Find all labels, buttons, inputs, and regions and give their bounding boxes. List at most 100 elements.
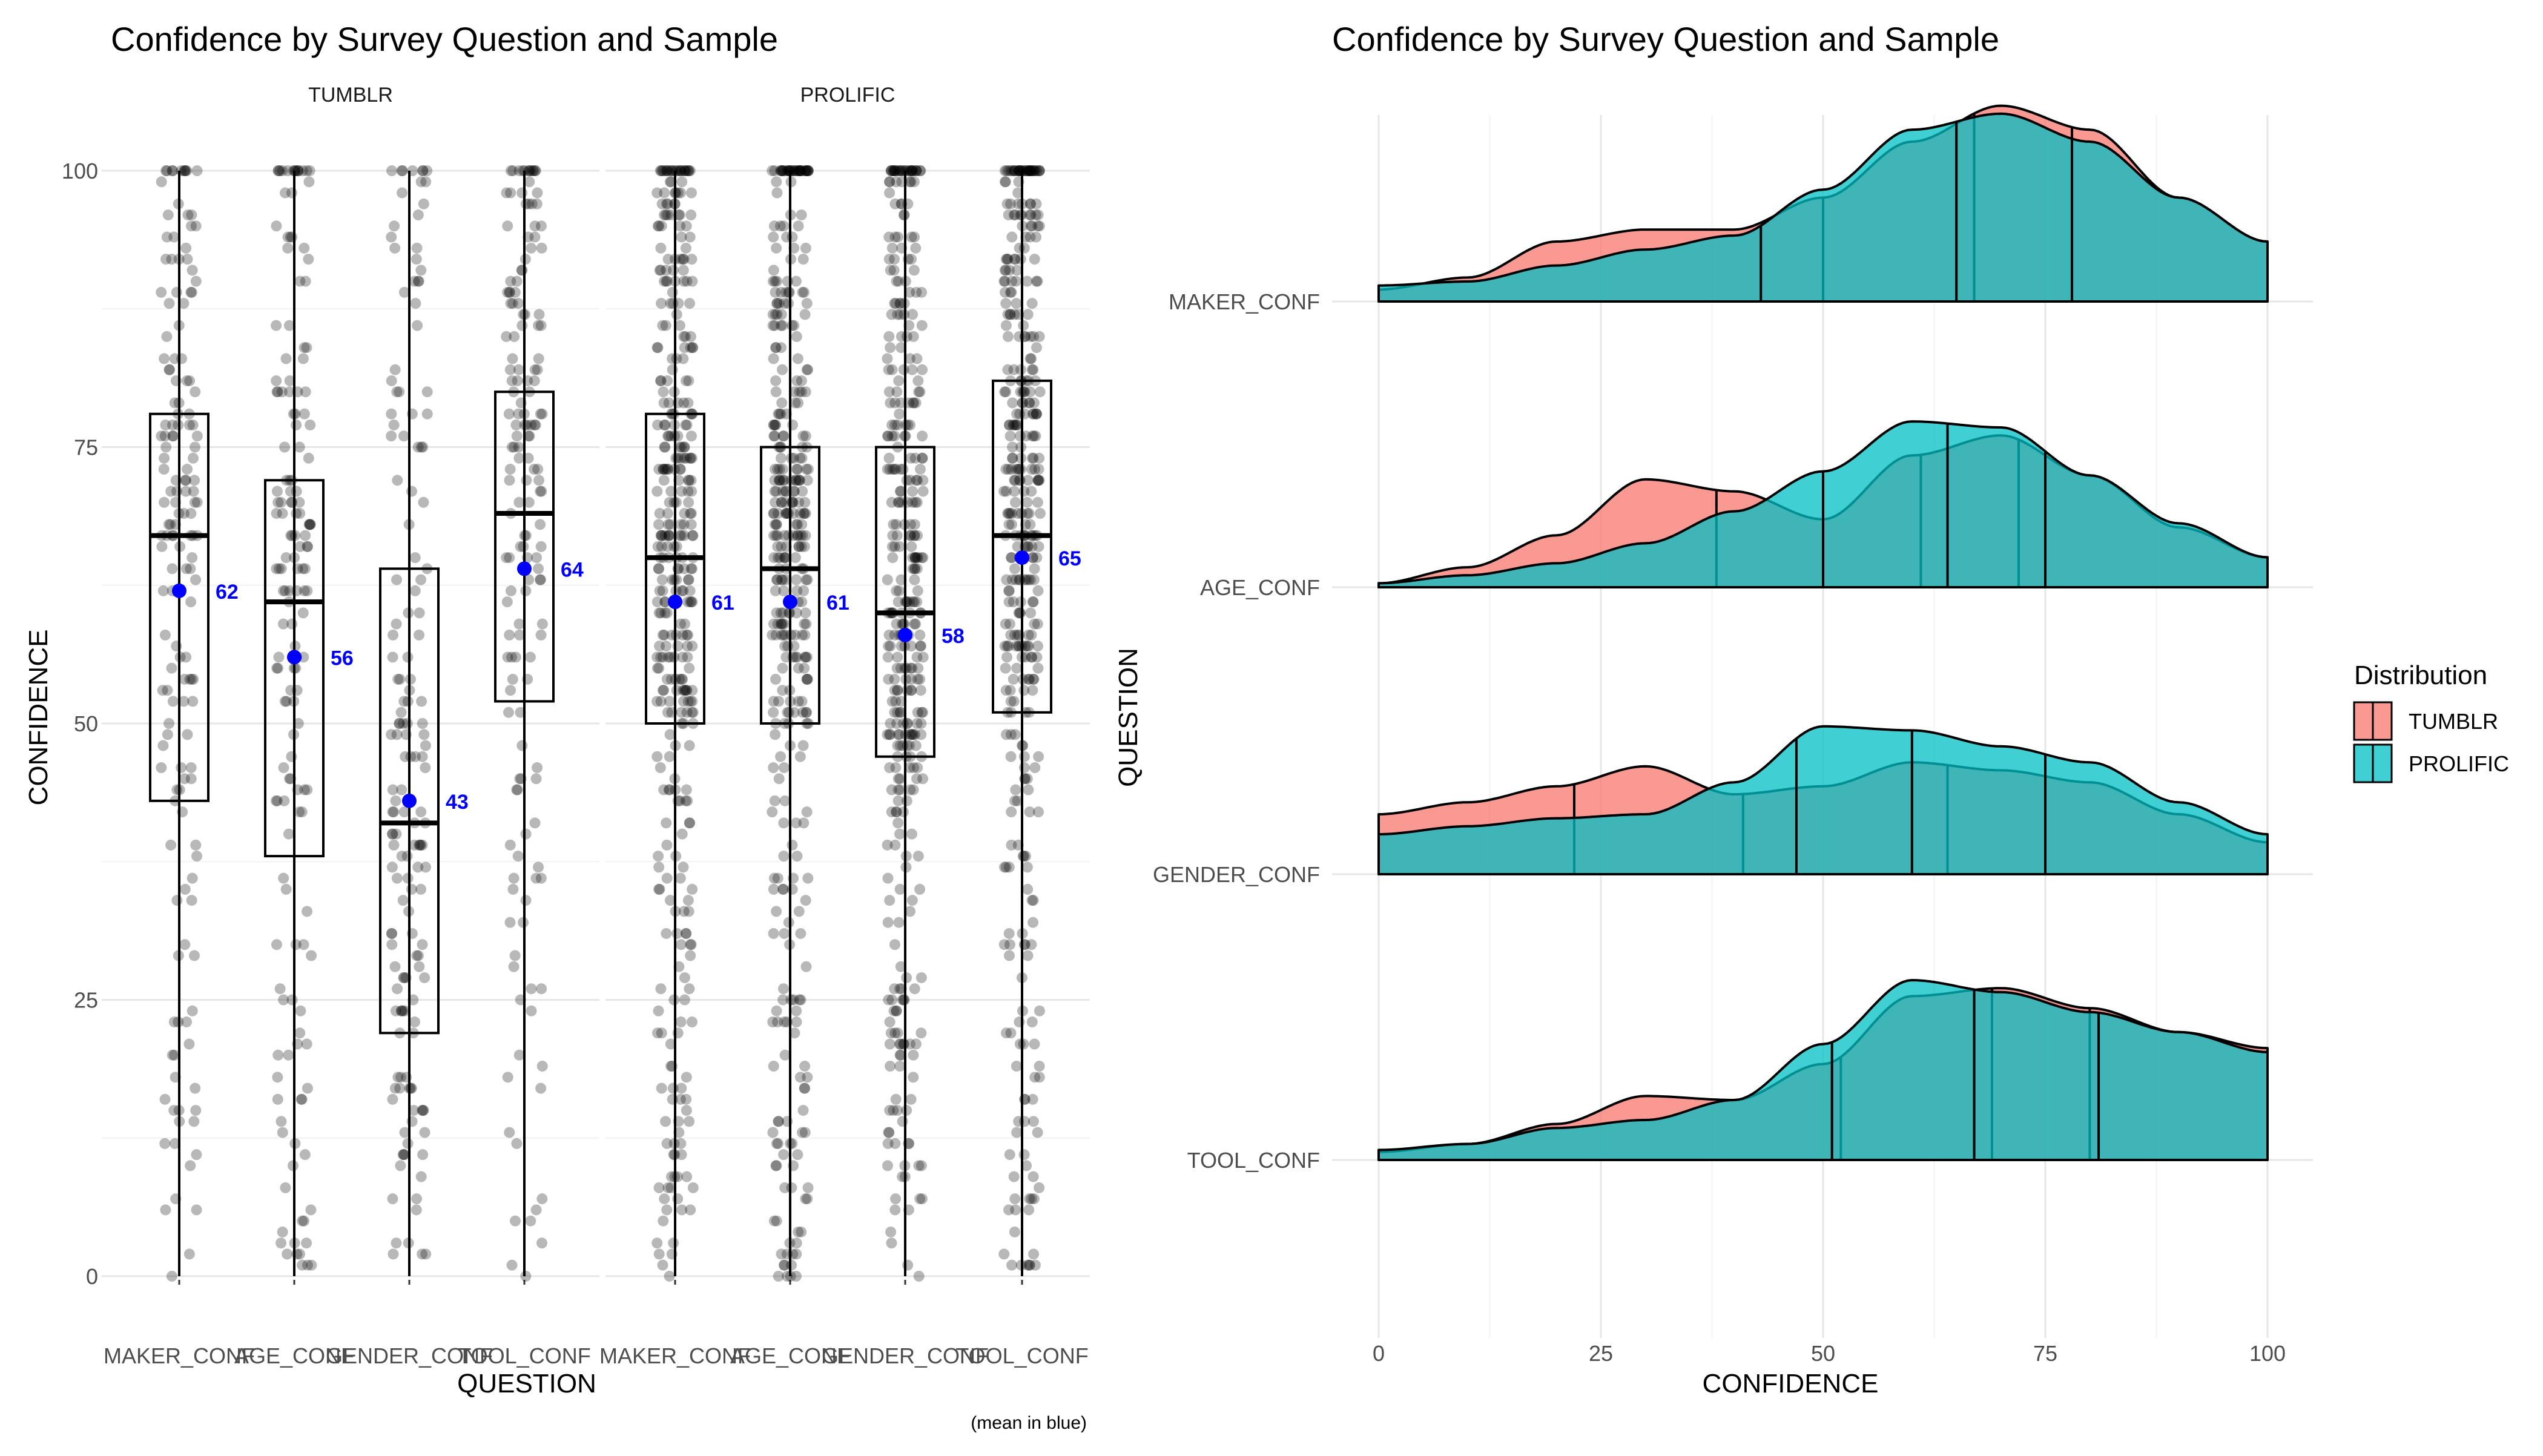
data-point	[886, 364, 898, 375]
data-point	[505, 585, 516, 596]
data-point	[653, 519, 664, 530]
data-point	[794, 994, 805, 1006]
data-point	[504, 475, 515, 486]
data-point	[892, 419, 903, 430]
data-point	[679, 685, 690, 696]
data-point	[1018, 751, 1030, 762]
data-point	[1006, 286, 1017, 298]
data-point	[682, 574, 694, 585]
data-point	[769, 475, 780, 486]
data-point	[1031, 408, 1042, 420]
data-point	[679, 441, 690, 453]
data-point	[911, 165, 922, 176]
data-point	[683, 165, 694, 176]
data-point	[664, 751, 675, 762]
data-point	[186, 552, 198, 564]
data-point	[789, 1027, 800, 1039]
data-point	[893, 585, 905, 596]
data-point	[275, 1237, 287, 1249]
data-point	[772, 872, 783, 884]
data-point	[159, 496, 170, 508]
data-point	[687, 596, 698, 608]
data-point	[386, 927, 398, 939]
data-point	[768, 430, 780, 442]
data-point	[676, 1082, 687, 1094]
data-point	[800, 430, 811, 442]
data-point	[1021, 861, 1033, 873]
data-point	[800, 386, 811, 398]
data-point	[516, 187, 528, 199]
data-point	[520, 828, 532, 840]
data-point	[664, 176, 676, 188]
data-point	[675, 795, 686, 806]
data-point	[179, 165, 190, 176]
data-point	[1031, 198, 1042, 209]
data-point	[776, 496, 787, 508]
left-y-axis-title: CONFIDENCE	[24, 630, 53, 806]
data-point	[799, 1082, 810, 1094]
data-point	[279, 696, 291, 707]
data-point	[160, 441, 172, 453]
data-point	[397, 1149, 409, 1161]
data-point	[675, 165, 687, 176]
data-point	[777, 883, 789, 895]
data-point	[893, 496, 905, 508]
data-point	[533, 309, 545, 320]
data-point	[771, 607, 782, 619]
data-point	[656, 1082, 667, 1094]
mean-point	[898, 627, 912, 642]
data-point	[802, 673, 813, 685]
data-point	[526, 419, 537, 430]
data-point	[294, 541, 306, 552]
data-point	[524, 176, 535, 188]
data-point	[796, 519, 808, 530]
data-point	[909, 552, 921, 564]
data-point	[793, 165, 804, 176]
data-point	[1021, 165, 1032, 176]
left-grid	[102, 170, 1090, 1277]
data-point	[661, 198, 672, 209]
data-point	[906, 541, 917, 552]
data-point	[1032, 220, 1044, 232]
data-point	[167, 696, 179, 707]
data-point	[169, 353, 180, 364]
data-point	[159, 353, 170, 364]
data-point	[386, 231, 397, 243]
data-point	[535, 574, 546, 585]
data-point	[894, 983, 906, 995]
data-point	[687, 530, 698, 541]
data-point	[654, 585, 665, 596]
data-point	[889, 939, 900, 950]
data-point	[789, 386, 800, 398]
data-point	[687, 1182, 699, 1193]
data-point	[771, 906, 782, 917]
x-tick-label: 0	[1373, 1341, 1385, 1366]
data-point	[791, 1005, 802, 1016]
data-point	[662, 519, 674, 530]
data-point	[776, 618, 787, 630]
data-point	[1018, 1038, 1029, 1050]
data-point	[183, 419, 195, 430]
data-point	[676, 828, 688, 840]
data-point	[882, 651, 894, 663]
data-point	[186, 895, 197, 906]
data-point	[684, 817, 695, 829]
data-point	[1018, 165, 1030, 176]
data-point	[679, 994, 690, 1006]
data-point	[419, 1127, 430, 1138]
data-point	[187, 452, 199, 464]
data-point	[1006, 231, 1018, 243]
data-point	[156, 762, 167, 774]
data-point	[417, 165, 429, 176]
data-point	[776, 496, 787, 508]
data-point	[797, 286, 808, 298]
data-point	[886, 496, 897, 508]
data-point	[1034, 165, 1045, 176]
data-point	[304, 165, 315, 176]
data-point	[180, 475, 192, 486]
data-point	[779, 1049, 791, 1061]
data-point	[1024, 386, 1036, 398]
data-point	[502, 220, 513, 232]
data-point	[894, 309, 906, 320]
data-point	[191, 851, 203, 862]
